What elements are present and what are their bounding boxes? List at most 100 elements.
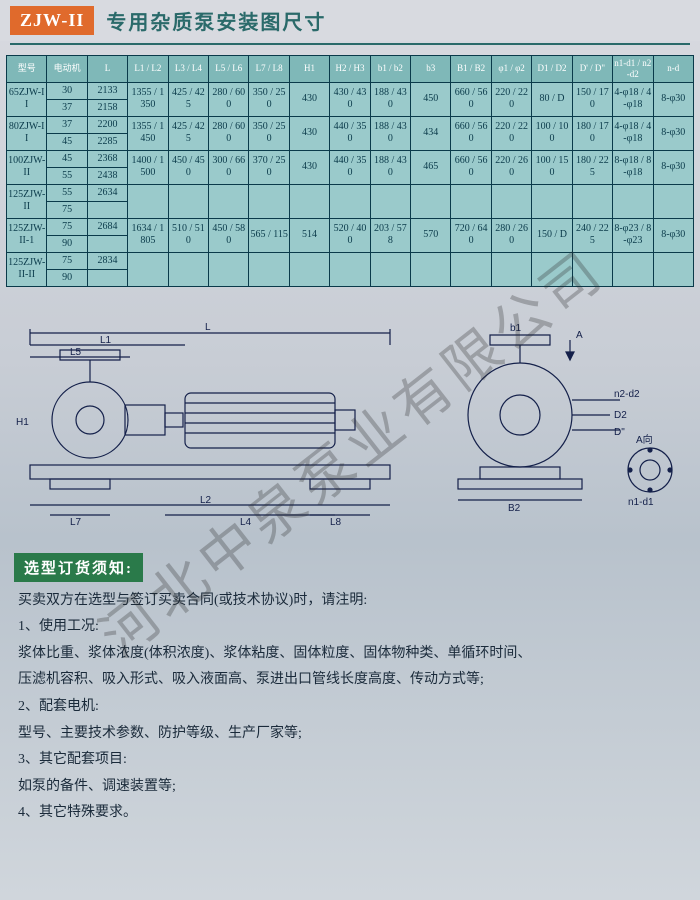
header-bar: ZJW-II 专用杂质泵安装图尺寸 [0,0,700,41]
dimension-table-wrap: 型号电动机LL1 / L2L3 / L4L5 / L6L7 / L8H1H2 /… [6,55,694,287]
cell-dim: 660 / 560 [451,116,491,150]
dim-label: L5 [70,347,82,358]
table-column-header: L7 / L8 [249,56,289,83]
table-header-row: 型号电动机LL1 / L2L3 / L4L5 / L6L7 / L8H1H2 /… [7,56,694,83]
cell-dim: 514 [289,218,329,252]
cell-dim [128,252,168,286]
cell-dim [209,252,249,286]
cell-dim: 350 / 250 [249,82,289,116]
cell-dim: 220 / 220 [491,116,531,150]
cell-dim: 510 / 510 [168,218,208,252]
cell-motor: 75 [47,252,87,269]
cell-dim: 220 / 220 [491,82,531,116]
cell-L: 2133 [87,82,127,99]
header-title: 专用杂质泵安装图尺寸 [106,6,326,35]
cell-L: 2368 [87,150,127,167]
table-column-header: b3 [411,56,451,83]
cell-dim [289,184,329,218]
cell-dim [532,252,572,286]
cell-motor: 75 [47,201,87,218]
cell-L [87,201,127,218]
cell-dim [451,252,491,286]
cell-L: 2285 [87,133,127,150]
table-row: 100ZJW-II4523681400 / 1500450 / 450300 /… [7,150,694,167]
cell-dim: 660 / 560 [451,150,491,184]
cell-dim: 1634 / 1805 [128,218,168,252]
cell-dim: 450 [411,82,451,116]
cell-dim: 100 / 150 [532,150,572,184]
dim-label: L4 [240,517,252,528]
cell-dim: 8-φ30 [653,82,694,116]
dim-label: B2 [508,503,521,514]
dim-label: L [205,322,211,333]
cell-dim: 520 / 400 [330,218,370,252]
table-row: 125ZJW-II-II752834 [7,252,694,269]
cell-dim: 150 / D [532,218,572,252]
cell-dim: 280 / 260 [491,218,531,252]
note-line: 压滤机容积、吸入形式、吸入液面高、泵进出口管线长度高度、传动方式等; [18,667,682,694]
cell-dim [330,184,370,218]
cell-dim: 465 [411,150,451,184]
dim-label: L2 [200,495,212,506]
cell-dim: 180 / 170 [572,116,612,150]
dim-label: n1-d1 [628,497,654,508]
cell-model: 125ZJW-II-1 [7,218,47,252]
table-column-header: H1 [289,56,329,83]
table-column-header: φ1 / φ2 [491,56,531,83]
cell-dim: 188 / 430 [370,82,410,116]
cell-dim: 350 / 250 [249,116,289,150]
separator [10,43,690,45]
cell-dim [572,184,612,218]
cell-motor: 37 [47,116,87,133]
cell-dim: 300 / 660 [209,150,249,184]
cell-dim [209,184,249,218]
dimension-table: 型号电动机LL1 / L2L3 / L4L5 / L6L7 / L8H1H2 /… [6,55,694,287]
note-line: 4、其它特殊要求。 [18,800,682,827]
cell-dim: 8-φ30 [653,150,694,184]
cell-dim [532,184,572,218]
cell-dim [491,184,531,218]
dim-label: D" [614,427,625,438]
dim-label: L7 [70,517,82,528]
cell-L [87,235,127,252]
cell-dim: 280 / 600 [209,116,249,150]
cell-dim: 100 / 100 [532,116,572,150]
cell-model: 65ZJW-II [7,82,47,116]
cell-motor: 90 [47,269,87,286]
cell-motor: 55 [47,167,87,184]
diagram-svg: L L1 L5 H1 L2 L7 L8 L4 A b1 B2 n2-d2 D2 … [10,305,690,535]
cell-dim: 430 [289,116,329,150]
cell-dim [411,184,451,218]
cell-dim: 425 / 425 [168,116,208,150]
cell-model: 80ZJW-II [7,116,47,150]
cell-dim [411,252,451,286]
cell-model: 125ZJW-II [7,184,47,218]
cell-L: 2684 [87,218,127,235]
cell-dim: 188 / 430 [370,150,410,184]
cell-motor: 30 [47,82,87,99]
cell-motor: 45 [47,150,87,167]
table-row: 65ZJW-II3021331355 / 1350425 / 425280 / … [7,82,694,99]
cell-dim: 80 / D [532,82,572,116]
cell-dim [330,252,370,286]
cell-motor: 75 [47,218,87,235]
cell-dim [128,184,168,218]
cell-dim: 1400 / 1500 [128,150,168,184]
dim-label: A [576,330,583,341]
table-column-header: L3 / L4 [168,56,208,83]
cell-dim [168,184,208,218]
dim-label: D2 [614,410,627,421]
cell-dim: 4-φ18 / 4-φ18 [613,116,653,150]
note-line: 型号、主要技术参数、防护等级、生产厂家等; [18,721,682,748]
cell-dim [491,252,531,286]
cell-motor: 45 [47,133,87,150]
cell-motor: 37 [47,99,87,116]
cell-dim [572,252,612,286]
cell-L: 2834 [87,252,127,269]
installation-diagram: L L1 L5 H1 L2 L7 L8 L4 A b1 B2 n2-d2 D2 … [10,305,690,535]
cell-dim: 430 [289,82,329,116]
dim-label: n2-d2 [614,389,640,400]
cell-L: 2634 [87,184,127,201]
table-column-header: H2 / H3 [330,56,370,83]
dim-label: L8 [330,517,342,528]
